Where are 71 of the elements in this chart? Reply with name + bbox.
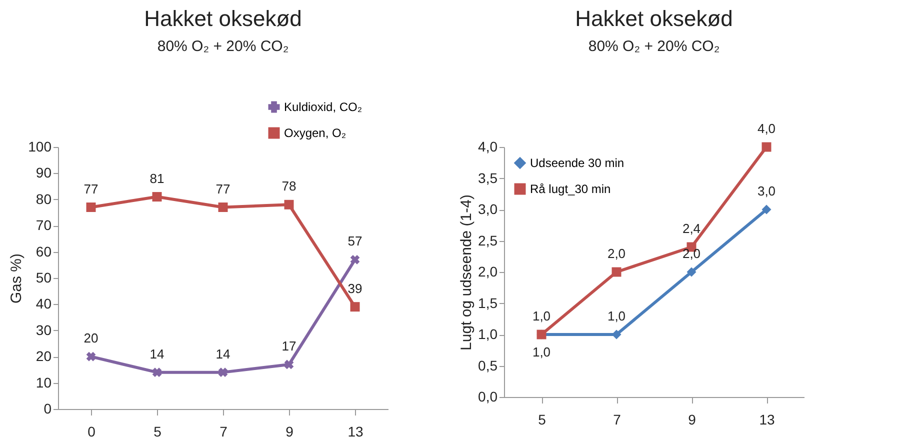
- y-tick-label: 3,5: [478, 170, 498, 186]
- data-label: 2,4: [682, 221, 701, 236]
- x-tick-label: 13: [759, 412, 775, 428]
- point: [152, 368, 162, 378]
- point: [284, 200, 294, 210]
- point: [350, 254, 360, 264]
- point: [762, 204, 772, 214]
- y-tick-label: 2,5: [478, 232, 498, 248]
- data-label: 1,0: [532, 308, 551, 324]
- point: [218, 368, 228, 378]
- data-label: 3,0: [757, 184, 776, 198]
- point: [284, 360, 294, 370]
- x-tick-label: 5: [538, 412, 546, 428]
- data-label: 14: [216, 346, 230, 362]
- y-tick-label: 1,5: [478, 294, 498, 311]
- point: [86, 352, 96, 362]
- point: [152, 192, 162, 202]
- data-label: 77: [216, 181, 230, 196]
- y-axis-title: Gas %): [8, 253, 26, 304]
- point: [86, 202, 96, 212]
- point: [218, 202, 228, 212]
- data-label: 57: [348, 234, 362, 249]
- y-tick-label: 0,0: [478, 388, 498, 404]
- x-tick-label: 7: [613, 412, 622, 428]
- legend-label: Rå lugt_30 min: [530, 182, 611, 196]
- y-tick-label: 90: [36, 164, 52, 181]
- data-label: 81: [150, 170, 164, 186]
- y-tick-label: 50: [36, 270, 52, 286]
- chart-subtitle: 80% O₂ + 20% CO₂: [588, 38, 720, 55]
- y-tick-label: 20: [36, 348, 52, 364]
- point: [612, 267, 622, 277]
- data-label: 14: [150, 346, 164, 362]
- point: [686, 267, 696, 277]
- y-tick-label: 80: [36, 190, 52, 207]
- data-label: 77: [84, 181, 98, 196]
- y-tick-label: 3,0: [478, 201, 498, 217]
- y-tick-label: 40: [36, 296, 52, 312]
- data-label: 1,0: [532, 344, 551, 360]
- data-label: 2,0: [607, 246, 626, 261]
- chart-title: Hakket oksekød: [144, 6, 302, 31]
- data-label: 4,0: [757, 121, 776, 136]
- point: [350, 302, 360, 312]
- data-label: 78: [282, 178, 296, 194]
- y-tick-label: 100: [28, 138, 52, 154]
- y-tick-label: 1,0: [478, 326, 498, 342]
- chart-subtitle: 80% O₂ + 20% CO₂: [157, 38, 289, 55]
- y-tick-label: 2,0: [478, 264, 498, 280]
- x-tick-label: 5: [154, 424, 162, 440]
- point: [612, 330, 622, 340]
- x-tick-label: 7: [220, 424, 228, 440]
- x-tick-label: 9: [688, 412, 696, 428]
- y-tick-label: 10: [36, 374, 52, 390]
- y-tick-label: 0: [44, 400, 52, 416]
- chart-title: Hakket oksekød: [575, 6, 733, 31]
- x-tick-label: 0: [88, 424, 96, 440]
- y-tick-label: 70: [36, 217, 52, 234]
- y-tick-label: 30: [36, 322, 52, 338]
- y-tick-label: 4,0: [478, 138, 498, 154]
- x-tick-label: 13: [348, 424, 364, 440]
- y-tick-label: 0,5: [478, 357, 498, 374]
- data-label: 39: [348, 280, 362, 296]
- legend-label: Udseende 30 min: [530, 156, 624, 170]
- point: [762, 142, 772, 152]
- data-label: 1,0: [607, 308, 626, 324]
- x-tick-label: 9: [286, 424, 294, 440]
- data-label: 20: [84, 330, 98, 346]
- data-label: 17: [282, 338, 296, 354]
- legend-label: Oxygen, O₂: [284, 126, 346, 140]
- y-axis-title: Lugt og udseende (1-4): [458, 194, 476, 350]
- y-tick-label: 60: [36, 243, 52, 260]
- legend-label: Kuldioxid, CO₂: [284, 100, 362, 114]
